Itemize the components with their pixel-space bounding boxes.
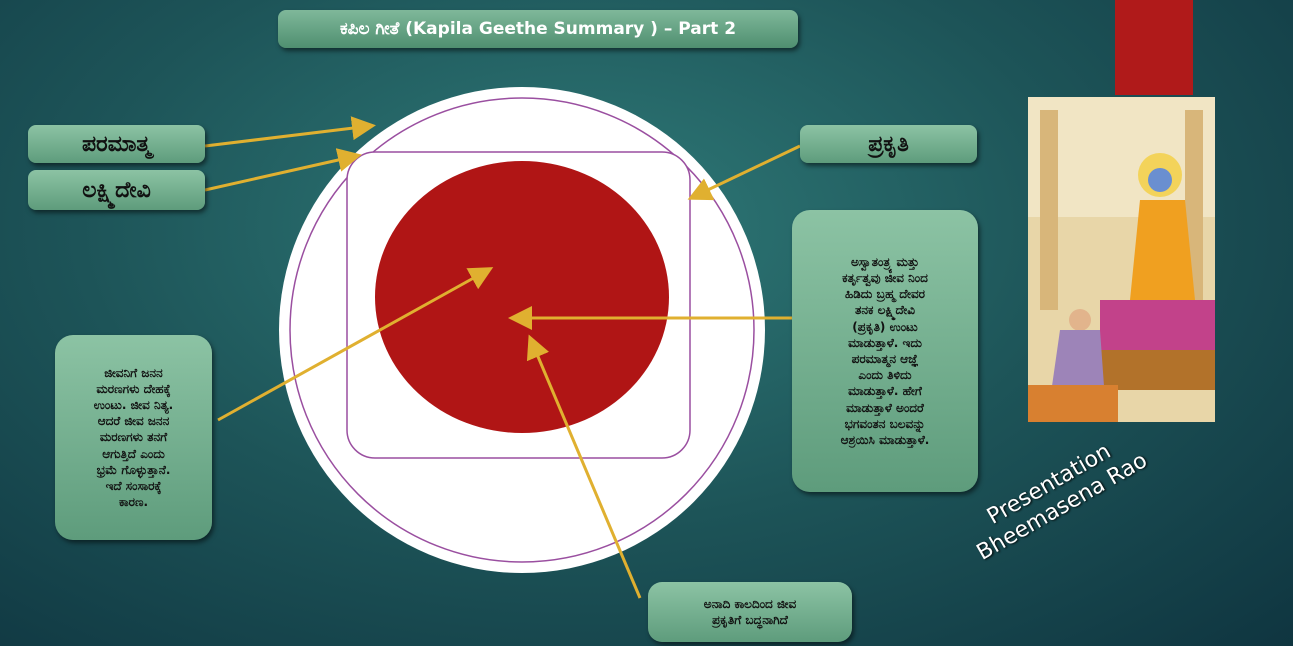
note-line: ಆಶ್ರಯಿಸಿ ಮಾಡುತ್ತಾಳೆ. [841, 432, 930, 448]
red-core [375, 161, 669, 433]
note-line: ಎಂದು ತಿಳಿದು [858, 367, 911, 383]
note-line: (ಪ್ರಕೃತಿ) ಉಂಟು [852, 319, 917, 335]
picture [1028, 97, 1215, 422]
label-paramatma: ಪರಮಾತ್ಮ [28, 125, 205, 163]
red-bar [1115, 0, 1193, 95]
note-line: ಮರಣಗಳು ತನಗೆ [100, 429, 167, 445]
note-line: ಮರಣಗಳು ದೇಹಕ್ಕೆ [96, 381, 170, 397]
diagram [0, 0, 1293, 646]
note-line: ಭಗವಂತನ ಬಲವನ್ನು [845, 416, 926, 432]
note-line: ಮಾಡುತ್ತಾಳೆ. ಹೇಗೆ [848, 383, 922, 399]
note-line: ಅನಾದಿ ಕಾಲದಿಂದ ಜೀವ [704, 596, 796, 612]
note-line: ಹಿಡಿದು ಬ್ರಹ್ಮ ದೇವರ [845, 286, 925, 302]
note-line: ಮಾಡುತ್ತಾಳೆ. ಇದು [848, 335, 922, 351]
note-line: ಕಾರಣ. [119, 494, 148, 510]
label-lakshmidevi: ಲಕ್ಷ್ಮಿದೇವಿ [28, 170, 205, 210]
note-line: ಇದೆ ಸಂಸಾರಕ್ಕೆ [106, 478, 162, 494]
note-line: ಪರಮಾತ್ಮನ ಆಜ್ಞೆ [852, 351, 919, 367]
note-line: ಆಗುತ್ತಿದೆ ಎಂದು [102, 446, 165, 462]
note-line: ಭ್ರಮೆ ಗೊಳ್ಳುತ್ತಾನೆ. [97, 462, 171, 478]
note-line: ಮಾಡುತ್ತಾಳೆ ಅಂದರೆ [846, 400, 924, 416]
slide: ಕಪಿಲ ಗೀತೆ (Kapila Geethe Summary ) – Par… [0, 0, 1293, 646]
note-line: ಜೀವನಿಗೆ ಜನನ [104, 365, 162, 381]
note-line: ಆದರೆ ಜೀವ ಜನನ [98, 413, 170, 429]
title: ಕಪಿಲ ಗೀತೆ (Kapila Geethe Summary ) – Par… [278, 10, 798, 48]
note-line: ಪ್ರಕೃತಿಗೆ ಬದ್ಧನಾಗಿದೆ [712, 612, 788, 628]
note-line: ಉಂಟು. ಜೀವ ನಿತ್ಯ. [94, 397, 173, 413]
note-line: ತನಕ ಲಕ್ಷ್ಮಿದೇವಿ [855, 302, 915, 318]
note-line: ಅಸ್ವಾತಂತ್ರ್ಯ ಮತ್ತು [851, 254, 919, 270]
note-line: ಕರ್ತೃತ್ವವು ಜೀವ ನಿಂದ [842, 270, 928, 286]
label-prakriti: ಪ್ರಕೃತಿ [800, 125, 977, 163]
